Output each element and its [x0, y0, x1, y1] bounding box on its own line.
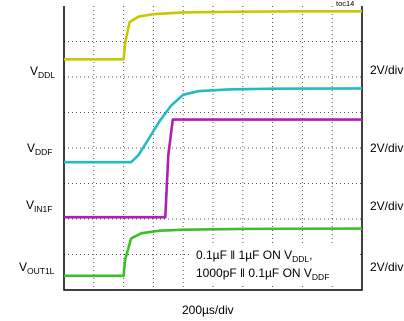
annotation-line-2: 1000pF ǁ 0.1µF ON VDDF — [196, 266, 329, 282]
x-axis-label: 200µs/div — [182, 303, 234, 317]
annotation-line-1: 0.1µF ǁ 1µF ON VDDL, — [196, 248, 313, 264]
trace-ddl — [64, 10, 362, 61]
trace-ddf — [64, 87, 363, 164]
plot-frame — [63, 6, 363, 291]
scope-traces — [64, 10, 363, 278]
label-vddf: VDDF — [27, 141, 53, 157]
figure-tag: toc14 — [336, 0, 354, 8]
scale-vout1l: 2V/div — [370, 260, 403, 274]
label-vddl: VDDL — [30, 64, 55, 80]
trace-out1l — [64, 227, 363, 278]
label-vout1l: VOUT1L — [19, 260, 55, 276]
annotation-box — [191, 243, 359, 285]
scale-vin1f: 2V/div — [370, 199, 403, 213]
scale-vddf: 2V/div — [370, 141, 403, 155]
trace-in1f — [64, 118, 362, 219]
scope-grid — [63, 6, 363, 291]
scale-vddl: 2V/div — [370, 63, 403, 77]
label-vin1f: VIN1F — [26, 198, 52, 214]
